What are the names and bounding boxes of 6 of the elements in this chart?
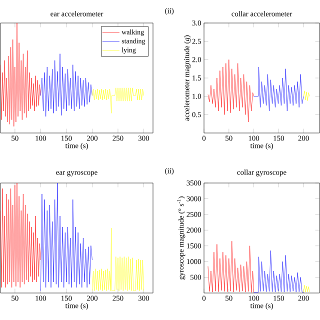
line-series xyxy=(208,59,254,122)
line-series xyxy=(254,250,304,293)
line-series xyxy=(208,240,254,293)
line-series xyxy=(303,90,310,101)
line-series xyxy=(303,284,310,293)
line-series xyxy=(254,66,304,112)
